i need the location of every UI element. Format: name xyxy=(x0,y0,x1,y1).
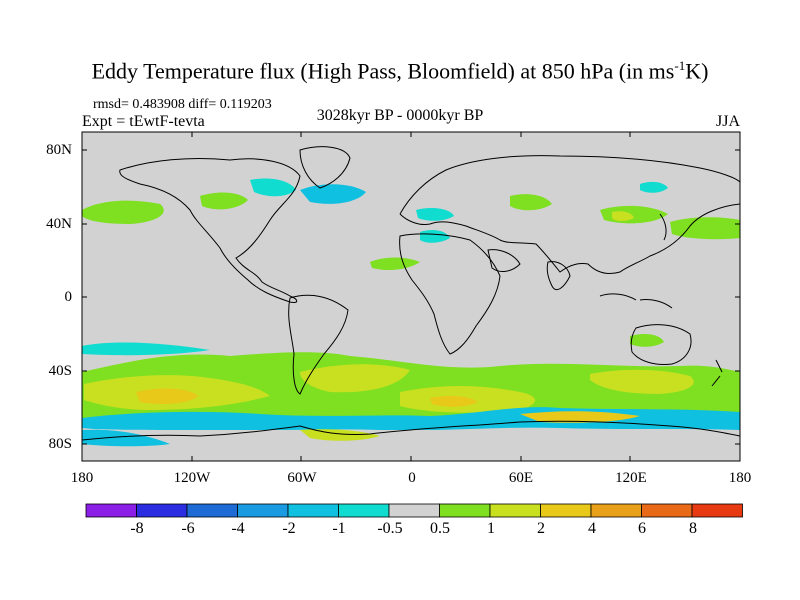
period-label: 3028kyr BP - 0000kyr BP xyxy=(316,107,484,124)
colorbar-label: -0.5 xyxy=(377,520,403,537)
colorbar-label: -6 xyxy=(181,520,195,537)
colorbar-swatch xyxy=(388,503,440,518)
stats-label: rmsd= 0.483908 diff= 0.119203 xyxy=(93,97,272,112)
x-tick-label: 120E xyxy=(615,470,647,486)
colorbar-label: 4 xyxy=(588,520,596,537)
colorbar-label: 1 xyxy=(487,520,495,537)
colorbar-swatch xyxy=(85,503,137,518)
colorbar-label: -2 xyxy=(282,520,296,537)
colorbar-swatch xyxy=(186,503,238,518)
x-tick-label: 60E xyxy=(508,470,534,486)
x-tick-label: 0 xyxy=(408,470,416,486)
x-tick-label: 60W xyxy=(287,470,317,486)
colorbar-swatch xyxy=(489,503,541,518)
y-tick-label: 40N xyxy=(46,216,72,232)
colorbar-label: 6 xyxy=(638,520,646,537)
y-tick-label: 80N xyxy=(46,142,72,158)
colorbar-label: 8 xyxy=(689,520,697,537)
colorbar-label: -8 xyxy=(130,520,144,537)
season-label: JJA xyxy=(716,113,741,130)
anomaly-shading xyxy=(82,178,740,461)
colorbar-swatch xyxy=(540,503,592,518)
coastlines xyxy=(82,146,740,441)
colorbar-label: 0.5 xyxy=(430,520,450,537)
colorbar-swatch xyxy=(590,503,642,518)
colorbar-swatch xyxy=(287,503,339,518)
y-tick-label: 40S xyxy=(48,363,72,379)
colorbar-swatch xyxy=(641,503,693,518)
x-tick-label: 180 xyxy=(70,470,94,486)
x-tick-label: 120W xyxy=(173,470,211,486)
colorbar-swatch xyxy=(136,503,188,518)
experiment-label: Expt = tEwtF-tevta xyxy=(82,113,205,130)
y-tick-label: 0 xyxy=(64,289,73,305)
colorbar-swatch xyxy=(338,503,390,518)
colorbar-swatch xyxy=(439,503,491,518)
chart-title: Eddy Temperature flux (High Pass, Bloomf… xyxy=(91,58,709,84)
y-tick-label: 80S xyxy=(48,436,72,452)
colorbar-label: -4 xyxy=(231,520,245,537)
colorbar-swatch xyxy=(691,503,743,518)
x-tick-label: 180 xyxy=(728,470,752,486)
colorbar-label: -1 xyxy=(332,520,346,537)
map-ticks xyxy=(82,132,740,461)
colorbar-label: 2 xyxy=(537,520,545,537)
colorbar-swatch xyxy=(237,503,289,518)
colorbar xyxy=(85,503,743,518)
